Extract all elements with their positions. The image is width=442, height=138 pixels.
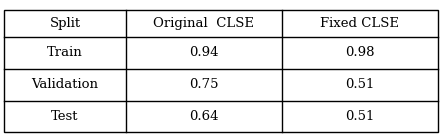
Text: Original  CLSE: Original CLSE	[153, 17, 254, 30]
Text: Split: Split	[50, 17, 80, 30]
Bar	[4, 10, 438, 132]
Text: Fixed CLSE: Fixed CLSE	[320, 17, 399, 30]
Text: 0.75: 0.75	[189, 78, 218, 91]
Text: 0.98: 0.98	[345, 46, 374, 59]
Text: 0.64: 0.64	[189, 110, 218, 123]
Text: 0.94: 0.94	[189, 46, 218, 59]
Text: 0.51: 0.51	[345, 110, 374, 123]
Text: Train: Train	[47, 46, 83, 59]
Text: Test: Test	[51, 110, 79, 123]
Text: Validation: Validation	[31, 78, 99, 91]
Text: 0.51: 0.51	[345, 78, 374, 91]
